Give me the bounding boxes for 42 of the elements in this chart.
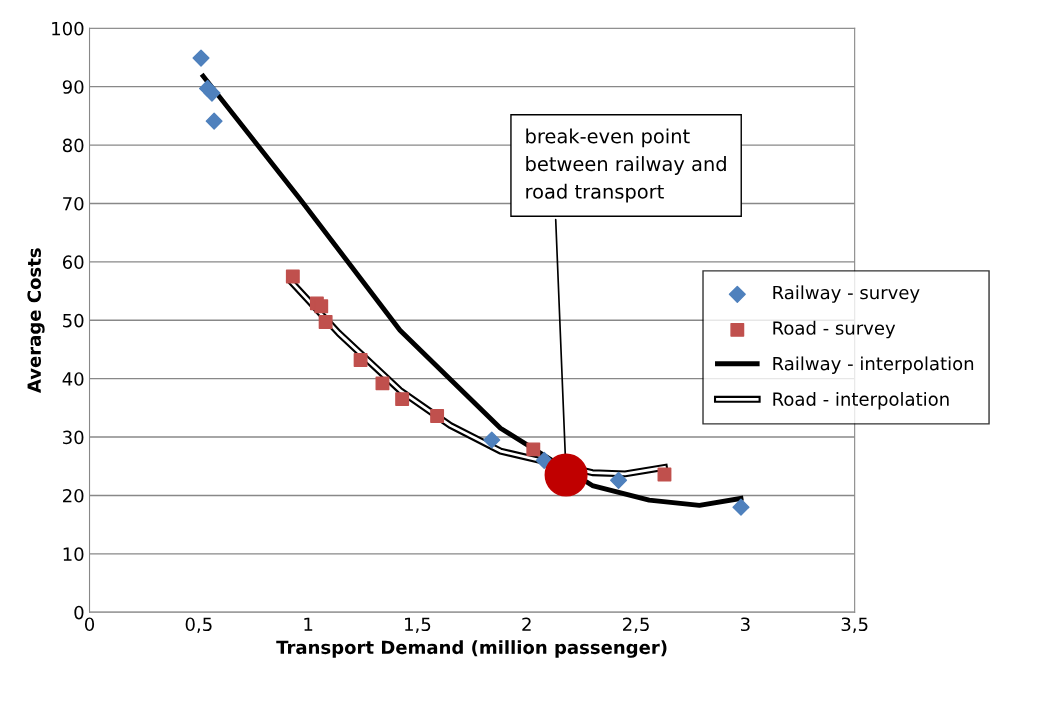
legend-label: Road - interpolation: [773, 391, 949, 410]
y-tick-label: 40: [62, 372, 84, 386]
point: [285, 269, 300, 284]
point: [535, 451, 553, 469]
x-tick-label: 0,5: [185, 617, 212, 633]
point: [610, 471, 628, 489]
point: [430, 409, 445, 423]
point: [353, 353, 368, 367]
point: [318, 315, 333, 329]
y-axis-title: Average Costs: [27, 248, 45, 394]
point: [526, 442, 541, 457]
annotation: break-even point between railway and road transport: [526, 128, 726, 203]
point: [483, 431, 501, 449]
x-tick-label: 1,5: [405, 617, 431, 633]
x-axis-title: Transport Demand (million passenger): [276, 640, 667, 658]
point: [205, 112, 223, 130]
x-tick-label: 2: [522, 617, 531, 631]
y-tick-label: 100: [52, 21, 84, 36]
y-tick-label: 70: [63, 196, 84, 211]
legend-label: Railway - survey: [773, 285, 920, 303]
point: [375, 376, 390, 391]
point: [732, 498, 750, 516]
y-tick-label: 50: [63, 313, 84, 328]
x-tick-label: 3: [740, 617, 750, 632]
point: [657, 467, 672, 482]
y-tick-label: 20: [63, 488, 84, 503]
y-tick-label: 10: [63, 547, 84, 561]
point: [203, 84, 221, 102]
point: [395, 392, 410, 407]
point: [314, 299, 329, 314]
x-tick-label: 0: [84, 617, 95, 632]
y-tick-label: 0: [74, 605, 84, 620]
x-tick-label: 1: [304, 617, 313, 631]
legend-label: Railway - interpolation: [773, 356, 974, 374]
x-tick-label: 2,5: [623, 617, 649, 633]
x-tick-label: 3,5: [841, 617, 868, 633]
y-tick-label: 80: [62, 138, 84, 153]
legend-label: Road - survey: [773, 320, 896, 339]
point: [192, 49, 210, 67]
y-tick-label: 90: [62, 80, 84, 94]
y-tick-label: 60: [62, 255, 84, 269]
y-tick-label: 30: [63, 430, 84, 445]
